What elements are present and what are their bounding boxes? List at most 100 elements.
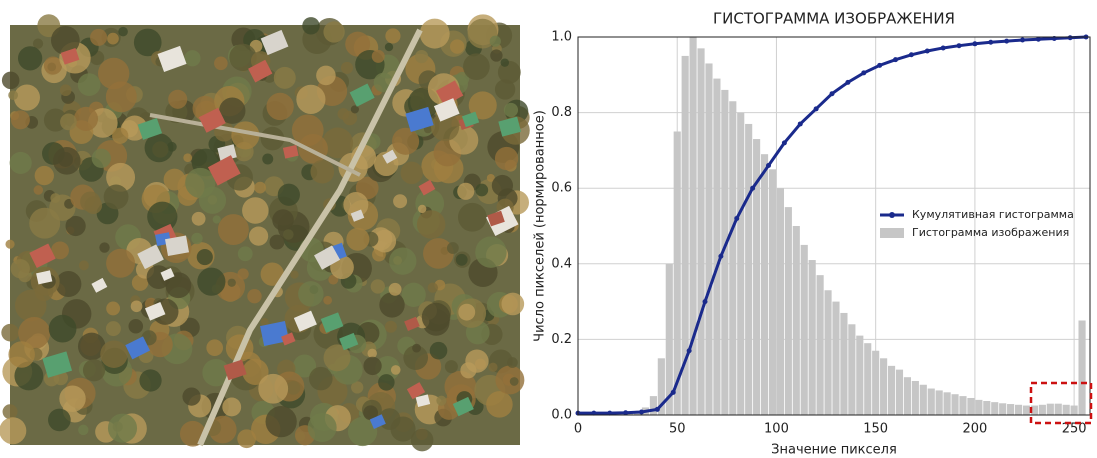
line-marker bbox=[909, 52, 914, 57]
tree-patch bbox=[367, 349, 377, 359]
tree-patch bbox=[59, 386, 85, 412]
histogram-bar bbox=[650, 396, 657, 415]
histogram-bar bbox=[904, 377, 911, 415]
tree-patch bbox=[379, 292, 404, 317]
line-marker bbox=[861, 70, 866, 75]
tree-patch bbox=[247, 289, 261, 303]
histogram-bar bbox=[951, 394, 958, 415]
line-marker bbox=[877, 63, 882, 68]
histogram-bar bbox=[1015, 405, 1022, 415]
tree-patch bbox=[423, 238, 454, 269]
tree-patch bbox=[490, 49, 502, 61]
tree-patch bbox=[385, 321, 397, 333]
line-marker bbox=[718, 254, 723, 259]
histogram-bar bbox=[967, 398, 974, 415]
line-marker bbox=[972, 41, 977, 46]
line-marker bbox=[814, 106, 819, 111]
tree-patch bbox=[378, 374, 394, 390]
tree-patch bbox=[372, 50, 385, 63]
histogram-bar bbox=[848, 324, 855, 415]
legend-swatch bbox=[889, 212, 895, 218]
line-marker bbox=[734, 216, 739, 221]
tree-patch bbox=[457, 183, 474, 200]
line-marker bbox=[687, 348, 692, 353]
histogram-bar bbox=[999, 403, 1006, 415]
histogram-bar bbox=[777, 188, 784, 415]
tree-patch bbox=[131, 300, 143, 312]
tree-patch bbox=[8, 90, 18, 100]
tree-patch bbox=[475, 184, 488, 197]
tree-patch bbox=[488, 363, 497, 372]
tree-patch bbox=[338, 108, 350, 120]
tree-patch bbox=[108, 414, 137, 443]
line-marker bbox=[1020, 38, 1025, 43]
tree-patch bbox=[192, 212, 206, 226]
tree-patch bbox=[417, 210, 445, 238]
histogram-bar bbox=[737, 113, 744, 415]
tree-patch bbox=[316, 66, 336, 86]
legend-label: Гистограмма изображения bbox=[912, 226, 1069, 239]
tree-patch bbox=[389, 283, 402, 296]
tree-patch bbox=[450, 39, 464, 53]
x-tick-label: 200 bbox=[962, 422, 987, 437]
tree-patch bbox=[222, 398, 241, 417]
y-tick-label: 0.8 bbox=[551, 105, 572, 120]
tree-patch bbox=[270, 235, 285, 250]
line-marker bbox=[655, 407, 660, 412]
line-marker bbox=[639, 409, 644, 414]
tree-patch bbox=[296, 85, 325, 114]
histogram-bar bbox=[705, 63, 712, 415]
tree-patch bbox=[139, 369, 161, 391]
tree-patch bbox=[11, 110, 30, 129]
tree-patch bbox=[242, 197, 268, 223]
tree-patch bbox=[323, 21, 344, 42]
x-tick-label: 150 bbox=[863, 422, 888, 437]
tree-patch bbox=[391, 365, 401, 375]
tree-patch bbox=[238, 246, 253, 261]
tree-patch bbox=[197, 249, 213, 265]
y-tick-label: 1.0 bbox=[551, 30, 572, 45]
histogram-bar bbox=[801, 245, 808, 415]
histogram-bar bbox=[864, 343, 871, 415]
tree-patch bbox=[389, 247, 416, 274]
tree-patch bbox=[2, 72, 20, 90]
tree-patch bbox=[475, 236, 506, 267]
tree-patch bbox=[504, 103, 518, 117]
tree-patch bbox=[182, 387, 200, 405]
tree-patch bbox=[436, 396, 446, 406]
line-marker bbox=[703, 299, 708, 304]
tree-patch bbox=[272, 209, 294, 231]
x-axis-label: Значение пикселя bbox=[771, 443, 897, 458]
histogram-bar bbox=[975, 400, 982, 415]
tree-patch bbox=[10, 152, 32, 174]
histogram-bar bbox=[1039, 405, 1046, 415]
tree-patch bbox=[18, 46, 42, 70]
line-marker bbox=[941, 45, 946, 50]
tree-patch bbox=[262, 154, 273, 165]
tree-patch bbox=[308, 413, 337, 442]
histogram-bar bbox=[840, 313, 847, 415]
line-marker bbox=[925, 48, 930, 53]
tree-patch bbox=[302, 17, 319, 34]
histogram-bar bbox=[880, 358, 887, 415]
histogram-bar bbox=[936, 390, 943, 415]
tree-patch bbox=[458, 203, 487, 232]
tree-patch bbox=[495, 147, 518, 170]
tree-patch bbox=[79, 260, 89, 270]
tree-patch bbox=[106, 81, 137, 112]
tree-patch bbox=[310, 160, 334, 184]
tree-patch bbox=[456, 254, 468, 266]
tree-patch bbox=[5, 240, 14, 249]
tree-patch bbox=[460, 362, 476, 378]
tree-patch bbox=[213, 215, 221, 223]
histogram-bar bbox=[983, 401, 990, 415]
tree-patch bbox=[486, 391, 513, 418]
histogram-bar bbox=[1023, 406, 1030, 415]
tree-patch bbox=[29, 208, 60, 239]
tree-patch bbox=[218, 214, 249, 245]
tree-patch bbox=[422, 303, 451, 332]
x-tick-label: 50 bbox=[669, 422, 686, 437]
tree-patch bbox=[78, 73, 101, 96]
tree-patch bbox=[92, 149, 111, 168]
tree-patch bbox=[168, 90, 187, 109]
